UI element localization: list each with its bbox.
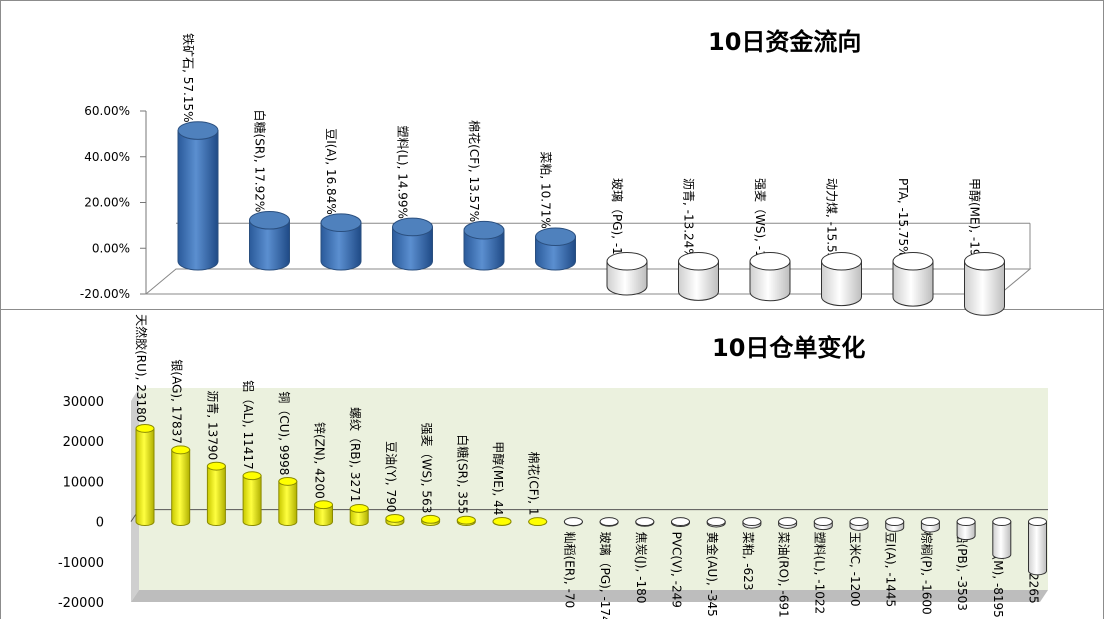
y-tick-label: 60.00% <box>84 104 130 118</box>
y-tick-label: 0 <box>96 516 104 531</box>
y-tick-label: 20000 <box>63 435 104 450</box>
chart-title-warrant-change: 10日仓单变化 <box>712 334 866 362</box>
bar-21 <box>849 517 869 531</box>
bar-9 <box>749 251 791 302</box>
data-label: 菜油(RO), -691 <box>777 532 791 618</box>
y-tick-label: 30000 <box>63 395 104 410</box>
bar-7 <box>349 503 369 527</box>
bar-6 <box>314 500 333 527</box>
data-label: 棉花(CF), 13.57% <box>467 120 482 222</box>
data-label: 黄金(AU), -345 <box>705 532 720 617</box>
data-label: 豆油(Y), 790 <box>384 441 398 512</box>
bar-1 <box>177 121 219 271</box>
bar-17 <box>706 517 726 528</box>
data-label: 螺纹（RB), 3271 <box>348 407 362 502</box>
bar-2 <box>249 210 290 271</box>
y-tick-label: 10000 <box>63 475 104 490</box>
data-label: 铝（AL), 11417 <box>241 380 256 469</box>
y-tick-label: 20.00% <box>84 196 130 210</box>
bar-8 <box>385 513 405 527</box>
bar-25 <box>992 517 1012 560</box>
bar-5 <box>463 220 505 271</box>
chart-title-fund-flow: 10日资金流向 <box>708 28 862 56</box>
bar-11 <box>892 251 934 307</box>
data-label: 甲醇(ME), 44 <box>491 441 506 515</box>
bar-5 <box>278 476 298 527</box>
back-wall <box>139 388 1048 590</box>
bar-3 <box>320 213 362 271</box>
floor <box>131 590 1048 602</box>
data-label: 铁矿石, 57.15% <box>181 33 195 122</box>
data-label: 菜粕, -623 <box>741 532 756 591</box>
bar-10 <box>456 515 476 527</box>
y-tick-label: 0.00% <box>92 241 130 255</box>
bar-14 <box>599 517 619 527</box>
data-label: 玻璃（PG), -174 <box>598 532 612 619</box>
bar-23 <box>920 517 940 533</box>
bar-26 <box>1028 517 1047 576</box>
bar-13 <box>563 517 583 527</box>
data-label: 塑料(L), 14.99% <box>396 126 411 219</box>
bar-12 <box>964 251 1005 316</box>
bar-18 <box>742 517 762 529</box>
bar-7 <box>606 251 648 296</box>
bar-16 <box>671 517 690 528</box>
data-label: 塑料(L), -1022 <box>812 532 827 615</box>
y-tick-label: -20000 <box>58 596 104 611</box>
data-label: 沥青, 13790 <box>205 390 219 460</box>
data-label: 沥青, -13.24% <box>682 178 696 260</box>
bar-10 <box>821 251 862 307</box>
bar-8 <box>678 251 719 301</box>
data-label: 铅(PB), -3503 <box>955 532 969 611</box>
bar-9 <box>421 514 441 527</box>
chart-warrant-change: 30000 20000 10000 0 -10000 -20000 天然胶(RU), 231… <box>58 314 1048 619</box>
data-label: 动力煤, -15.53% <box>825 178 839 272</box>
data-label: 白糖(SR), 17.92% <box>253 110 268 213</box>
y-tick-label: 40.00% <box>84 150 130 164</box>
data-label: 籼稻(ER), -70 <box>562 532 576 609</box>
data-label: 天然胶(RU), 23180 <box>134 314 149 422</box>
bar-1 <box>135 423 155 527</box>
data-label: 玉米C, -1200 <box>848 532 862 607</box>
data-label: 豆Ⅰ(A), 16.84% <box>324 128 338 215</box>
data-label: PVC(V), -249 <box>670 532 684 608</box>
bar-24 <box>956 517 976 541</box>
bar-19 <box>778 517 798 529</box>
y-tick-label: -10000 <box>58 556 104 571</box>
bar-2 <box>171 445 191 527</box>
bar-4 <box>242 471 262 527</box>
bar-20 <box>813 517 833 531</box>
bar-22 <box>885 517 905 532</box>
data-label: 白糖(SR), 355 <box>455 434 470 514</box>
data-label: 焦炭(J), -180 <box>634 532 648 604</box>
bar-4 <box>392 217 433 271</box>
data-label: 棕榈(P), -1600 <box>919 532 934 615</box>
data-label: 铜（CU), 9998 <box>277 391 292 475</box>
bar-15 <box>635 517 655 527</box>
data-label: 强麦（WS), 563 <box>420 423 434 514</box>
data-label: 棉花(CF), 1 <box>527 452 542 516</box>
data-label: PTA, -15.75% <box>896 178 910 258</box>
data-label: 豆Ⅰ(A), -1445 <box>884 532 898 608</box>
y-tick-label: -20.00% <box>80 287 130 301</box>
bar-11 <box>492 516 512 527</box>
bar-6 <box>535 227 576 271</box>
data-label: 锌(ZN), 4200 <box>313 422 327 499</box>
bar-3 <box>206 461 226 527</box>
data-label: 银(AG), 17837 <box>170 359 184 443</box>
bar-12 <box>528 517 548 527</box>
data-label: 菜粕, 10.71% <box>539 151 554 228</box>
